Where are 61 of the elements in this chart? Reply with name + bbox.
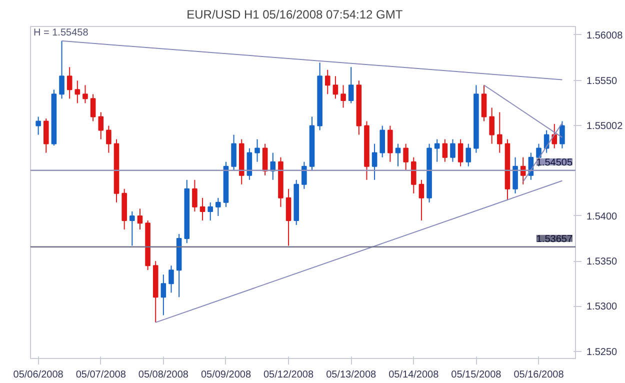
candlestick <box>286 188 292 246</box>
x-tick-label: 05/15/2008 <box>451 370 502 380</box>
candlestick <box>231 134 236 172</box>
candlestick <box>192 179 198 212</box>
candlestick <box>403 143 408 172</box>
candlestick <box>200 197 206 221</box>
candlestick <box>458 138 464 167</box>
annotation: H = 1.55458 <box>34 28 89 38</box>
chart-title: EUR/USD H1 05/16/2008 07:54:12 GMT <box>186 8 404 22</box>
candlestick <box>66 66 72 100</box>
candlestick <box>450 138 456 162</box>
candlestick <box>137 208 143 230</box>
candlestick <box>324 69 330 95</box>
candlestick <box>481 84 487 122</box>
candlestick <box>340 84 346 108</box>
x-tick-label: 05/13/2008 <box>326 370 377 380</box>
candlestick <box>466 143 472 167</box>
candlestick <box>512 156 518 194</box>
candlestick <box>489 107 494 144</box>
candlestick <box>74 80 80 104</box>
candlestick <box>410 156 416 194</box>
candlestick <box>380 125 386 158</box>
candlestick <box>208 202 213 221</box>
candlestick <box>106 125 112 154</box>
candlestick <box>98 112 104 140</box>
candlestick <box>130 210 135 246</box>
candlestick <box>372 143 378 180</box>
candlestick <box>59 40 64 100</box>
candlestick <box>497 112 502 154</box>
x-tick-label: 05/14/2008 <box>388 370 440 380</box>
candlestick <box>348 66 354 104</box>
y-tick-label: 1.5250 <box>586 346 618 358</box>
candlestick <box>395 143 401 167</box>
candlestick <box>160 274 166 316</box>
x-tick-label: 05/08/2008 <box>138 370 189 380</box>
candlestick <box>216 197 221 216</box>
y-tick-label: 1.55002 <box>586 121 624 132</box>
candlestick <box>302 161 307 190</box>
candlestick <box>82 84 88 104</box>
y-tick-label: 1.5350 <box>586 256 618 268</box>
y-tick-label: 1.56008 <box>586 30 624 42</box>
candlestick <box>442 138 448 162</box>
candlestick <box>560 120 565 149</box>
x-tick-label: 05/09/2008 <box>200 370 252 380</box>
candlestick <box>90 94 96 122</box>
candlestick <box>43 118 49 154</box>
candlestick <box>388 125 393 162</box>
candlestick <box>552 123 558 149</box>
candlestick <box>168 265 174 294</box>
x-tick-label: 05/12/2008 <box>264 370 314 380</box>
candlestick <box>418 179 424 221</box>
candlestick <box>332 76 338 100</box>
y-tick-label: 1.5550 <box>586 76 618 88</box>
candlestick <box>36 116 41 136</box>
x-tick-label: 05/06/2008 <box>13 370 64 380</box>
y-tick-label: 1.5400 <box>586 211 618 222</box>
x-tick-label: 05/07/2008 <box>76 370 126 380</box>
y-tick-label: 1.5300 <box>586 302 618 313</box>
x-tick-label: 05/16/2008 <box>514 370 564 380</box>
candlestick <box>434 138 440 162</box>
candlestick <box>254 138 260 162</box>
